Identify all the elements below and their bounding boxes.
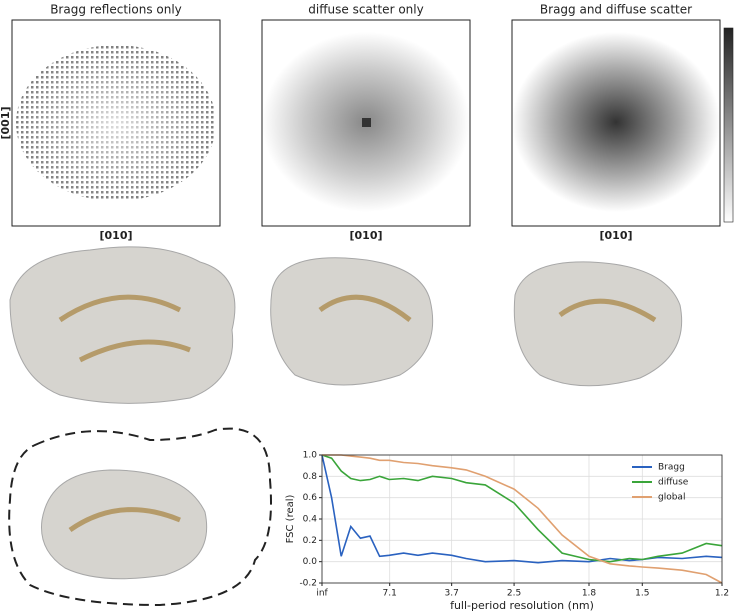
legend-label: global — [658, 493, 685, 503]
x-tick-label: 7.1 — [383, 589, 397, 599]
y-tick-label: -0.2 — [299, 579, 317, 589]
x-axis-label: [010] — [599, 229, 632, 242]
x-tick-label: 3.7 — [444, 589, 458, 599]
x-tick-label: 2.5 — [507, 589, 521, 599]
combined-image — [512, 32, 720, 212]
y-tick-label: 0.0 — [303, 557, 318, 567]
x-axis-label: full-period resolution (nm) — [450, 599, 594, 612]
series-line — [321, 454, 723, 563]
panel-title: Bragg and diffuse scatter — [540, 3, 692, 17]
y-tick-label: 0.6 — [303, 493, 318, 503]
panel-frame — [511, 19, 721, 227]
x-tick-label: 1.5 — [635, 589, 649, 599]
x-tick-label: inf — [316, 589, 328, 599]
panel-title: Bragg reflections only — [50, 3, 182, 17]
y-axis-label: [001] — [0, 106, 12, 139]
x-tick-label: 1.8 — [582, 589, 597, 599]
fsc-chart: -0.2 0.0 0.2 0.4 0.6 0.8 1.0 inf 7.1 3.7 2.5 1.8 1.5… — [285, 451, 729, 613]
colorbar — [723, 27, 734, 223]
y-tick-label: 0.2 — [303, 536, 317, 546]
plot-frame — [321, 454, 723, 584]
legend-label: Bragg — [658, 463, 685, 473]
y-tick-label: 0.8 — [303, 472, 318, 482]
x-axis-label: [010] — [99, 229, 132, 242]
x-axis-label: [010] — [349, 229, 382, 242]
legend-label: diffuse — [658, 478, 689, 488]
y-tick-label: 1.0 — [303, 451, 318, 461]
x-tick-label: 1.2 — [715, 589, 729, 599]
y-tick-label: 0.4 — [303, 515, 318, 525]
panel-frame — [261, 19, 471, 227]
bragg-image — [12, 20, 220, 226]
diffuse-center — [362, 118, 371, 127]
density-maps — [8, 246, 683, 607]
panel-title: diffuse scatter only — [308, 3, 423, 17]
series-line — [322, 454, 723, 584]
y-axis-label: FSC (real) — [285, 494, 296, 543]
